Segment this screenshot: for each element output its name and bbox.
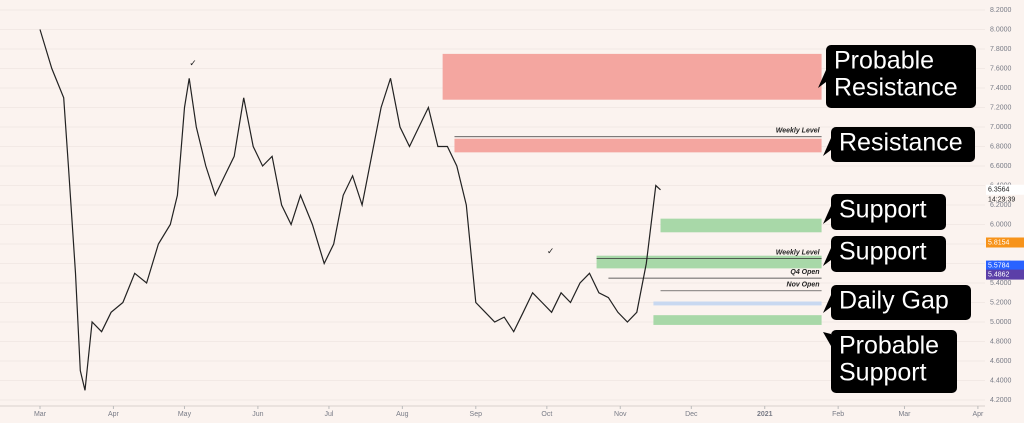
price-marker-label: 5.5784 xyxy=(988,262,1010,269)
price-marker: 5.5784 xyxy=(986,260,1024,271)
callout-text: Resistance xyxy=(834,74,958,102)
price-marker: 5.4862 xyxy=(986,269,1024,280)
price-marker-box xyxy=(986,237,1024,248)
callout: Resistance xyxy=(823,127,975,162)
x-tick-label: Oct xyxy=(541,411,552,418)
x-tick-label: May xyxy=(178,411,192,418)
y-tick-label: 5.0000 xyxy=(990,319,1012,326)
callout-box xyxy=(831,194,946,230)
countdown: 14:29:39 xyxy=(988,197,1015,204)
price-marker-box xyxy=(986,184,1024,195)
price-marker-box xyxy=(986,260,1024,271)
y-tick-label: 4.8000 xyxy=(990,338,1012,345)
callout-box xyxy=(831,330,957,393)
callout: Daily Gap xyxy=(823,285,971,320)
x-tick-label: Nov xyxy=(614,411,627,418)
price-marker: 5.8154 xyxy=(986,237,1024,248)
callout: Support xyxy=(823,194,946,230)
x-tick-label: Mar xyxy=(898,411,911,418)
y-tick-label: 7.4000 xyxy=(990,85,1012,92)
callout-pointer xyxy=(823,295,831,313)
callout-text: Support xyxy=(839,238,927,266)
x-tick-label: Mar xyxy=(34,411,47,418)
y-tick-label: 5.2000 xyxy=(990,299,1012,306)
zone xyxy=(660,218,822,233)
x-tick-label: Dec xyxy=(685,411,698,418)
y-tick-label: 8.2000 xyxy=(990,7,1012,14)
price-marker-label: 5.8154 xyxy=(988,239,1010,246)
callout-text: Daily Gap xyxy=(839,287,949,315)
callout-text: Probable xyxy=(834,47,934,75)
y-tick-label: 6.2000 xyxy=(990,202,1012,209)
price-marker-box xyxy=(986,269,1024,280)
price-marker-label: 6.3564 xyxy=(988,187,1010,194)
callout-pointer xyxy=(823,332,831,346)
price-marker: 6.3564 xyxy=(986,184,1024,195)
callout-text: Support xyxy=(839,359,927,387)
callout-pointer xyxy=(818,70,826,88)
y-tick-label: 8.0000 xyxy=(990,26,1012,33)
level-label: Nov Open xyxy=(787,282,820,289)
callout-text: Resistance xyxy=(839,129,963,157)
zone xyxy=(653,315,822,325)
zone xyxy=(653,301,822,306)
y-tick-label: 6.8000 xyxy=(990,143,1012,150)
callout-box xyxy=(831,127,975,162)
y-tick-label: 6.0000 xyxy=(990,221,1012,228)
checkmark: ✓ xyxy=(547,246,555,256)
x-tick-label: Aug xyxy=(396,411,409,418)
y-tick-label: 7.0000 xyxy=(990,124,1012,131)
zone xyxy=(596,255,822,269)
y-tick-label: 4.6000 xyxy=(990,358,1012,365)
checkmark: ✓ xyxy=(189,58,197,68)
callout-pointer xyxy=(823,206,831,224)
zone xyxy=(454,138,822,153)
y-tick-label: 4.2000 xyxy=(990,397,1012,404)
x-tick-label: 2021 xyxy=(757,411,773,418)
callout-pointer xyxy=(823,248,831,266)
callout-box xyxy=(831,236,946,272)
y-tick-label: 7.6000 xyxy=(990,65,1012,72)
callout: Support xyxy=(823,236,946,272)
y-tick-label: 7.8000 xyxy=(990,46,1012,53)
callout-text: Support xyxy=(839,196,927,224)
x-tick-label: Apr xyxy=(108,411,120,418)
callout-box xyxy=(831,285,971,320)
y-tick-label: 7.2000 xyxy=(990,104,1012,111)
level-label: Q4 Open xyxy=(790,269,819,276)
y-tick-label: 6.6000 xyxy=(990,163,1012,170)
x-tick-label: Sep xyxy=(470,411,483,418)
x-tick-label: Apr xyxy=(972,411,984,418)
x-tick-label: Jun xyxy=(252,411,263,418)
price-axis xyxy=(985,0,1024,423)
callout-text: Probable xyxy=(839,332,939,360)
callout-pointer xyxy=(823,138,831,156)
x-tick-label: Jul xyxy=(324,411,333,418)
level-label: Weekly Level xyxy=(776,249,821,256)
y-tick-label: 4.4000 xyxy=(990,377,1012,384)
price-line xyxy=(39,29,661,391)
callout-box xyxy=(826,45,976,108)
x-tick-label: Feb xyxy=(832,411,844,418)
y-tick-label: 5.4000 xyxy=(990,280,1012,287)
zone xyxy=(442,53,822,100)
price-marker-label: 5.4862 xyxy=(988,271,1010,278)
level-label: Weekly Level xyxy=(776,128,821,135)
